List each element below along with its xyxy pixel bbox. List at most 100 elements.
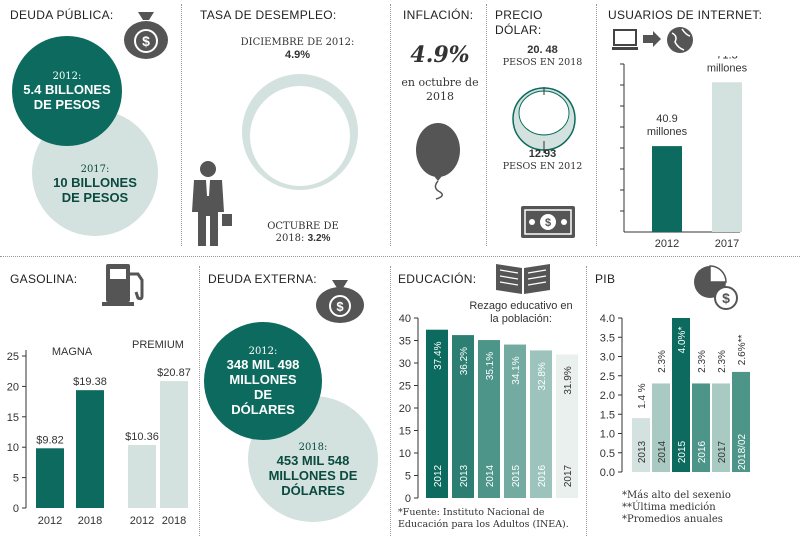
svg-text:$: $ <box>545 217 551 229</box>
svg-text:$: $ <box>142 33 150 49</box>
bar <box>672 318 690 472</box>
dolar-bottom-value: 12.93 <box>528 148 557 160</box>
bar <box>652 383 670 472</box>
x-tick-label: 2017 <box>563 464 574 487</box>
pib-notes: *Más alto del sexenio **Última medición … <box>622 490 731 526</box>
y-tick-label: 20 <box>7 381 19 393</box>
x-tick-label: 2017 <box>717 440 728 463</box>
pib-note: *Más alto del sexenio <box>622 490 731 501</box>
desempleo-bottom-value: 3.2% <box>307 233 331 244</box>
deuda-externa-2012-circle: 2012: 348 MIL 498 MILLONES DE DÓLARES <box>204 322 322 440</box>
dolar-top-value: 20. 48 <box>527 44 558 56</box>
data-label: 1.4 % <box>637 383 648 409</box>
y-tick-label: 35 <box>399 336 411 348</box>
money-bag-icon: $ <box>316 280 364 323</box>
data-label: 2.3% <box>657 350 668 373</box>
svg-text:$: $ <box>336 299 344 314</box>
desempleo-title: TASA DE DESEMPLEO: <box>200 8 337 22</box>
bar <box>36 448 64 508</box>
x-tick-label: 2013 <box>459 464 470 487</box>
y-tick-label: 2.0 <box>600 390 615 402</box>
x-tick-label: 2018/02 <box>737 433 748 470</box>
data-label: $19.38 <box>73 376 107 388</box>
divider <box>0 256 800 257</box>
bar <box>632 418 650 472</box>
dolar-crescent <box>512 87 576 153</box>
y-tick-label: 25 <box>7 351 19 363</box>
desempleo-bottom-label: OCTUBRE DE <box>267 221 339 232</box>
y-tick-label: 25 <box>399 381 411 393</box>
deuda-publica-title: DEUDA PÚBLICA: <box>10 8 114 22</box>
data-label: 2.3% <box>717 350 728 373</box>
deuda-externa-title: DEUDA EXTERNA: <box>208 272 317 286</box>
internet-chart: 40.9millones201271.3millones2017 <box>620 56 748 250</box>
data-label: 37.4% <box>433 341 444 369</box>
desempleo-top-label: DICIEMBRE DE 2012: <box>240 37 355 48</box>
bar <box>426 329 448 498</box>
desempleo-crescent <box>242 74 358 190</box>
dolar-bottom-caption: PESOS EN 2012 <box>502 161 583 172</box>
gas-pump-icon <box>102 264 144 306</box>
deuda-publica-2012-circle: 2012: 5.4 BILLONES DE PESOS <box>12 36 122 146</box>
computer-globe-icon <box>612 27 693 53</box>
bar <box>692 383 710 472</box>
x-tick-label: 2016 <box>697 440 708 463</box>
dolar-title: PRECIO DÓLAR: <box>495 8 543 37</box>
pib-title: PIB <box>595 272 616 286</box>
y-tick-label: 1.0 <box>600 429 615 441</box>
bar <box>160 381 188 508</box>
divider <box>596 4 597 246</box>
inflacion-value: 4.9% <box>410 42 470 68</box>
y-tick-label: 20 <box>399 403 411 415</box>
y-tick-label: 5 <box>405 471 411 483</box>
x-tick-label: 2018 <box>78 515 102 527</box>
bar <box>128 445 156 508</box>
divider <box>390 4 391 246</box>
data-label: $9.82 <box>36 434 64 446</box>
x-tick-label: 2014 <box>657 440 668 463</box>
gasolina-title: GASOLINA: <box>10 272 78 286</box>
data-label: 36.2% <box>459 347 470 375</box>
y-tick-label: 15 <box>399 426 411 438</box>
data-label: millones <box>707 62 748 74</box>
x-tick-label: 2012 <box>38 515 62 527</box>
group-label: PREMIUM <box>132 340 184 351</box>
data-label: $20.87 <box>157 367 191 379</box>
y-tick-label: 15 <box>7 412 19 424</box>
bar <box>76 390 104 508</box>
y-tick-label: 0.0 <box>600 467 615 479</box>
y-tick-label: 3.0 <box>600 352 615 364</box>
y-tick-label: 2.5 <box>600 371 615 383</box>
data-label: 35.1% <box>485 352 496 380</box>
x-tick-label: 2015 <box>511 464 522 487</box>
data-label: 34.1% <box>511 356 522 384</box>
data-label: 71.3 <box>716 56 737 61</box>
bar <box>530 350 552 498</box>
desempleo-top-value: 4.9% <box>284 49 311 61</box>
y-tick-label: 4.0 <box>600 313 615 325</box>
divider <box>181 4 182 246</box>
x-tick-label: 2018 <box>162 515 186 527</box>
bar <box>652 146 682 232</box>
inflacion-caption: en octubre de 2018 <box>401 76 479 103</box>
bar <box>732 371 750 472</box>
internet-title: USUARIOS DE INTERNET: <box>608 8 763 22</box>
bar <box>712 82 742 232</box>
x-tick-label: 2012 <box>655 238 679 250</box>
data-label: 40.9 <box>656 113 677 125</box>
inflacion-title: INFLACIÓN: <box>403 8 474 22</box>
bar <box>556 354 578 498</box>
data-label: 2.3% <box>697 350 708 373</box>
bar <box>478 340 500 498</box>
educacion-source: *Fuente: Instituto Nacional de Educación… <box>398 507 569 530</box>
divider <box>199 266 200 536</box>
divider <box>390 266 391 536</box>
bar <box>504 344 526 498</box>
y-tick-label: 10 <box>7 442 19 454</box>
pib-note: *Promedios anuales <box>622 514 723 525</box>
pie-dollar-icon: $ <box>694 265 738 310</box>
bar <box>452 335 474 498</box>
y-tick-label: 40 <box>399 313 411 325</box>
data-label: 2.6%** <box>737 335 748 366</box>
group-label: MAGNA <box>52 346 93 358</box>
